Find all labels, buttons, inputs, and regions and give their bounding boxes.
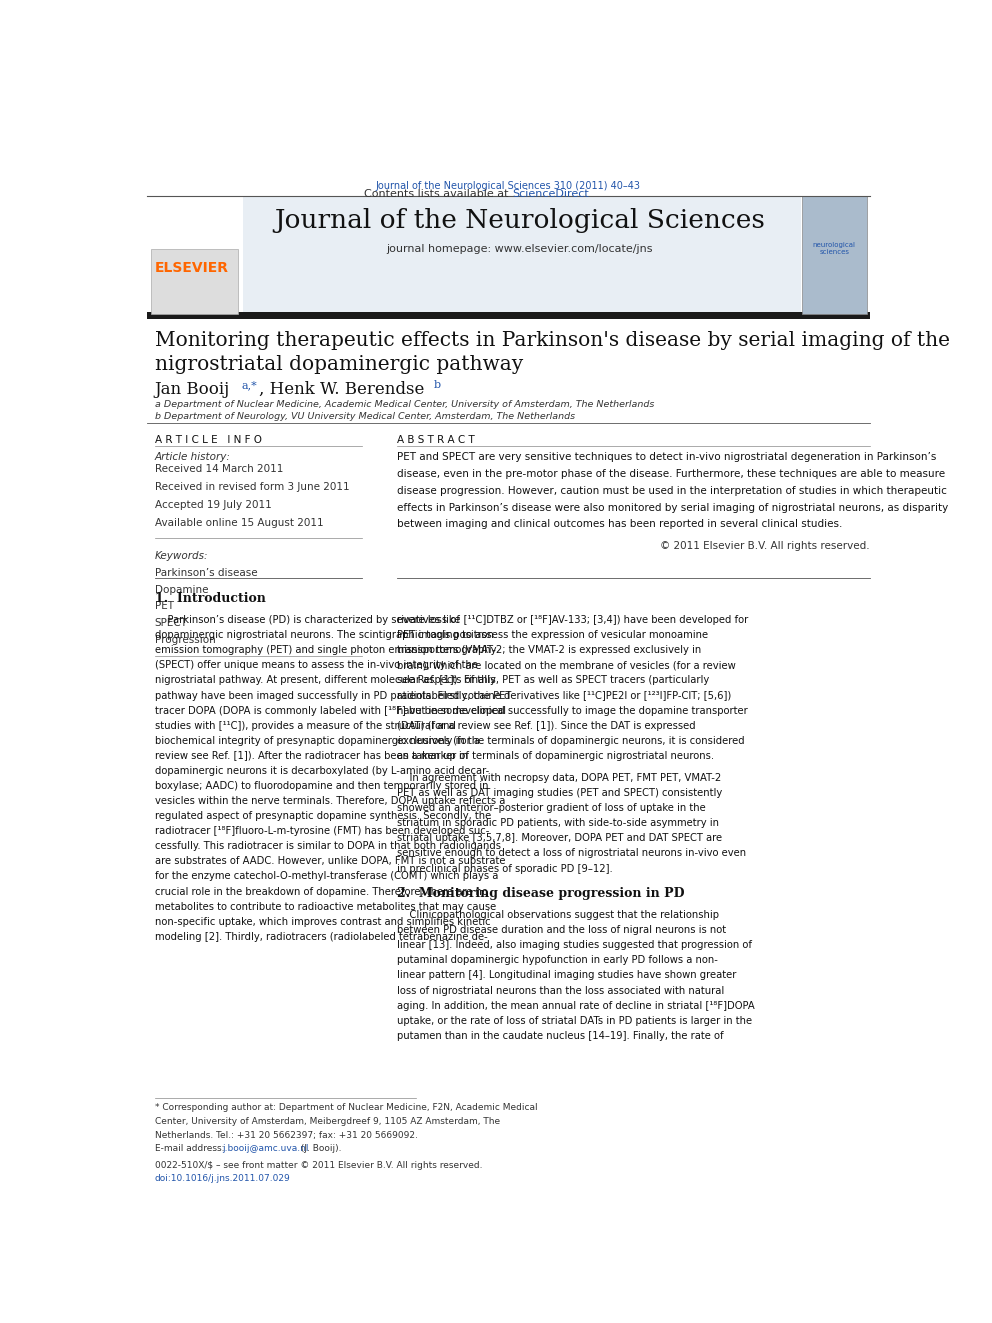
- Text: as a marker of terminals of dopaminergic nigrostriatal neurons.: as a marker of terminals of dopaminergic…: [397, 751, 714, 761]
- Text: regulated aspect of presynaptic dopamine synthesis. Secondly, the: regulated aspect of presynaptic dopamine…: [155, 811, 491, 822]
- Text: exclusively in the terminals of dopaminergic neurons, it is considered: exclusively in the terminals of dopamine…: [397, 736, 745, 746]
- Text: Keywords:: Keywords:: [155, 550, 208, 561]
- Text: dopaminergic nigrostriatal neurons. The scintigraphic tools positron: dopaminergic nigrostriatal neurons. The …: [155, 630, 494, 640]
- Text: have been developed successfully to image the dopamine transporter: have been developed successfully to imag…: [397, 705, 748, 716]
- Text: b: b: [434, 380, 441, 390]
- Text: non-specific uptake, which improves contrast and simplifies kinetic: non-specific uptake, which improves cont…: [155, 917, 490, 926]
- Text: Accepted 19 July 2011: Accepted 19 July 2011: [155, 500, 272, 511]
- Text: Journal of the Neurological Sciences 310 (2011) 40–43: Journal of the Neurological Sciences 310…: [376, 181, 641, 191]
- Text: nigrostriatal pathway. At present, different molecular aspects of this: nigrostriatal pathway. At present, diffe…: [155, 676, 495, 685]
- Text: nigrostriatal dopaminergic pathway: nigrostriatal dopaminergic pathway: [155, 356, 523, 374]
- Text: doi:10.1016/j.jns.2011.07.029: doi:10.1016/j.jns.2011.07.029: [155, 1174, 291, 1183]
- Text: (DAT) (for a review see Ref. [1]). Since the DAT is expressed: (DAT) (for a review see Ref. [1]). Since…: [397, 721, 695, 730]
- Text: b Department of Neurology, VU University Medical Center, Amsterdam, The Netherla: b Department of Neurology, VU University…: [155, 413, 575, 422]
- Text: striatal uptake [3,5,7,8]. Moreover, DOPA PET and DAT SPECT are: striatal uptake [3,5,7,8]. Moreover, DOP…: [397, 833, 722, 843]
- Text: brain), which are located on the membrane of vesicles (for a review: brain), which are located on the membran…: [397, 660, 736, 671]
- Text: In agreement with necropsy data, DOPA PET, FMT PET, VMAT-2: In agreement with necropsy data, DOPA PE…: [397, 773, 721, 783]
- Text: disease, even in the pre-motor phase of the disease. Furthermore, these techniqu: disease, even in the pre-motor phase of …: [397, 468, 945, 479]
- FancyBboxPatch shape: [147, 312, 870, 319]
- Text: tracer DOPA (DOPA is commonly labeled with [¹⁸F] but in some clinical: tracer DOPA (DOPA is commonly labeled wi…: [155, 705, 506, 716]
- Text: are substrates of AADC. However, unlike DOPA, FMT is not a substrate: are substrates of AADC. However, unlike …: [155, 856, 505, 867]
- Text: between imaging and clinical outcomes has been reported in several clinical stud: between imaging and clinical outcomes ha…: [397, 520, 842, 529]
- Text: 2.  Monitoring disease progression in PD: 2. Monitoring disease progression in PD: [397, 886, 684, 900]
- Text: crucial role in the breakdown of dopamine. Therefore, there are no: crucial role in the breakdown of dopamin…: [155, 886, 488, 897]
- Text: PET as well as DAT imaging studies (PET and SPECT) consistently: PET as well as DAT imaging studies (PET …: [397, 789, 722, 798]
- Text: (J. Booij).: (J. Booij).: [298, 1144, 341, 1154]
- Text: A R T I C L E   I N F O: A R T I C L E I N F O: [155, 435, 262, 445]
- Text: ELSEVIER: ELSEVIER: [155, 261, 229, 275]
- Text: Parkinson’s disease: Parkinson’s disease: [155, 568, 257, 578]
- Text: radiolabeled cocaine derivatives like [¹¹C]PE2I or [¹²³I]FP-CIT; [5,6]): radiolabeled cocaine derivatives like [¹…: [397, 691, 731, 700]
- Text: dopaminergic neurons it is decarboxylated (by L-amino acid decar-: dopaminergic neurons it is decarboxylate…: [155, 766, 489, 775]
- Text: journal homepage: www.elsevier.com/locate/jns: journal homepage: www.elsevier.com/locat…: [387, 245, 653, 254]
- Text: Clinicopathological observations suggest that the relationship: Clinicopathological observations suggest…: [397, 910, 719, 921]
- Text: (SPECT) offer unique means to assess the in-vivo integrity of the: (SPECT) offer unique means to assess the…: [155, 660, 478, 671]
- Text: see Ref. [1]). Finally, PET as well as SPECT tracers (particularly: see Ref. [1]). Finally, PET as well as S…: [397, 676, 709, 685]
- Text: Dopamine: Dopamine: [155, 585, 208, 594]
- Text: in preclinical phases of sporadic PD [9–12].: in preclinical phases of sporadic PD [9–…: [397, 864, 613, 873]
- Text: putaminal dopaminergic hypofunction in early PD follows a non-: putaminal dopaminergic hypofunction in e…: [397, 955, 718, 966]
- Text: PET and SPECT are very sensitive techniques to detect in-vivo nigrostriatal dege: PET and SPECT are very sensitive techniq…: [397, 452, 936, 462]
- FancyBboxPatch shape: [803, 196, 867, 314]
- Text: loss of nigrostriatal neurons than the loss associated with natural: loss of nigrostriatal neurons than the l…: [397, 986, 724, 995]
- Text: boxylase; AADC) to fluorodopamine and then temporarily stored in: boxylase; AADC) to fluorodopamine and th…: [155, 781, 488, 791]
- Text: rivatives like [¹¹C]DTBZ or [¹⁸F]AV-133; [3,4]) have been developed for: rivatives like [¹¹C]DTBZ or [¹⁸F]AV-133;…: [397, 615, 748, 626]
- Text: showed an anterior–posterior gradient of loss of uptake in the: showed an anterior–posterior gradient of…: [397, 803, 705, 814]
- Text: PET imaging to assess the expression of vesicular monoamine: PET imaging to assess the expression of …: [397, 630, 708, 640]
- Text: putamen than in the caudate nucleus [14–19]. Finally, the rate of: putamen than in the caudate nucleus [14–…: [397, 1031, 723, 1041]
- Text: Monitoring therapeutic effects in Parkinson's disease by serial imaging of the: Monitoring therapeutic effects in Parkin…: [155, 331, 949, 349]
- Text: E-mail address:: E-mail address:: [155, 1144, 227, 1154]
- Text: Center, University of Amsterdam, Meibergdreef 9, 1105 AZ Amsterdam, The: Center, University of Amsterdam, Meiberg…: [155, 1117, 500, 1126]
- Text: Progression: Progression: [155, 635, 215, 646]
- Text: A B S T R A C T: A B S T R A C T: [397, 435, 475, 445]
- Text: PET: PET: [155, 602, 174, 611]
- Text: between PD disease duration and the loss of nigral neurons is not: between PD disease duration and the loss…: [397, 925, 726, 935]
- Text: sensitive enough to detect a loss of nigrostriatal neurons in-vivo even: sensitive enough to detect a loss of nig…: [397, 848, 746, 859]
- Text: 1.  Introduction: 1. Introduction: [155, 591, 266, 605]
- Text: Available online 15 August 2011: Available online 15 August 2011: [155, 517, 323, 528]
- Text: Article history:: Article history:: [155, 452, 230, 462]
- Text: striatum in sporadic PD patients, with side-to-side asymmetry in: striatum in sporadic PD patients, with s…: [397, 818, 719, 828]
- Text: linear pattern [4]. Longitudinal imaging studies have shown greater: linear pattern [4]. Longitudinal imaging…: [397, 971, 736, 980]
- Text: transporters (VMAT-2; the VMAT-2 is expressed exclusively in: transporters (VMAT-2; the VMAT-2 is expr…: [397, 646, 701, 655]
- Text: a Department of Nuclear Medicine, Academic Medical Center, University of Amsterd: a Department of Nuclear Medicine, Academ…: [155, 400, 654, 409]
- Text: modeling [2]. Thirdly, radiotracers (radiolabeled tetrabenazine de-: modeling [2]. Thirdly, radiotracers (rad…: [155, 931, 487, 942]
- Text: © 2011 Elsevier B.V. All rights reserved.: © 2011 Elsevier B.V. All rights reserved…: [660, 541, 870, 552]
- Text: uptake, or the rate of loss of striatal DATs in PD patients is larger in the: uptake, or the rate of loss of striatal …: [397, 1016, 752, 1025]
- Text: * Corresponding author at: Department of Nuclear Medicine, F2N, Academic Medical: * Corresponding author at: Department of…: [155, 1103, 538, 1113]
- Text: vesicles within the nerve terminals. Therefore, DOPA uptake reflects a: vesicles within the nerve terminals. The…: [155, 796, 505, 806]
- Text: Received 14 March 2011: Received 14 March 2011: [155, 464, 283, 475]
- Text: radiotracer [¹⁸F]fluoro-L-m-tyrosine (FMT) has been developed suc-: radiotracer [¹⁸F]fluoro-L-m-tyrosine (FM…: [155, 827, 489, 836]
- Text: pathway have been imaged successfully in PD patients. Firstly, the PET: pathway have been imaged successfully in…: [155, 691, 511, 700]
- Text: neurological
sciences: neurological sciences: [812, 242, 856, 255]
- Text: metabolites to contribute to radioactive metabolites that may cause: metabolites to contribute to radioactive…: [155, 901, 496, 912]
- Text: , Henk W. Berendse: , Henk W. Berendse: [259, 381, 430, 398]
- Text: Parkinson’s disease (PD) is characterized by severe loss of: Parkinson’s disease (PD) is characterize…: [155, 615, 459, 626]
- Text: a,*: a,*: [242, 380, 257, 390]
- Text: effects in Parkinson’s disease were also monitored by serial imaging of nigrostr: effects in Parkinson’s disease were also…: [397, 503, 948, 512]
- Text: ScienceDirect: ScienceDirect: [512, 189, 589, 200]
- Text: aging. In addition, the mean annual rate of decline in striatal [¹⁸F]DOPA: aging. In addition, the mean annual rate…: [397, 1000, 755, 1011]
- Text: Contents lists available at: Contents lists available at: [364, 189, 512, 200]
- Text: Received in revised form 3 June 2011: Received in revised form 3 June 2011: [155, 482, 349, 492]
- Text: biochemical integrity of presynaptic dopaminergic neurons (for a: biochemical integrity of presynaptic dop…: [155, 736, 480, 746]
- Text: 0022-510X/$ – see front matter © 2011 Elsevier B.V. All rights reserved.: 0022-510X/$ – see front matter © 2011 El…: [155, 1160, 482, 1170]
- Text: disease progression. However, caution must be used in the interpretation of stud: disease progression. However, caution mu…: [397, 486, 946, 496]
- Text: Journal of the Neurological Sciences: Journal of the Neurological Sciences: [275, 208, 766, 233]
- Text: studies with [¹¹C]), provides a measure of the structural and: studies with [¹¹C]), provides a measure …: [155, 721, 455, 730]
- Text: Netherlands. Tel.: +31 20 5662397; fax: +31 20 5669092.: Netherlands. Tel.: +31 20 5662397; fax: …: [155, 1131, 418, 1139]
- Text: cessfully. This radiotracer is similar to DOPA in that both radioligands: cessfully. This radiotracer is similar t…: [155, 841, 501, 851]
- Text: SPECT: SPECT: [155, 618, 187, 628]
- FancyBboxPatch shape: [243, 196, 801, 314]
- Text: review see Ref. [1]). After the radiotracer has been taken up in: review see Ref. [1]). After the radiotra…: [155, 751, 468, 761]
- Text: linear [13]. Indeed, also imaging studies suggested that progression of: linear [13]. Indeed, also imaging studie…: [397, 941, 752, 950]
- Text: Jan Booij: Jan Booij: [155, 381, 235, 398]
- Text: emission tomography (PET) and single photon emission tomography: emission tomography (PET) and single pho…: [155, 646, 496, 655]
- FancyBboxPatch shape: [151, 250, 238, 314]
- Text: for the enzyme catechol-O-methyl-transferase (COMT) which plays a: for the enzyme catechol-O-methyl-transfe…: [155, 872, 498, 881]
- Text: j.booij@amc.uva.nl: j.booij@amc.uva.nl: [222, 1144, 309, 1154]
